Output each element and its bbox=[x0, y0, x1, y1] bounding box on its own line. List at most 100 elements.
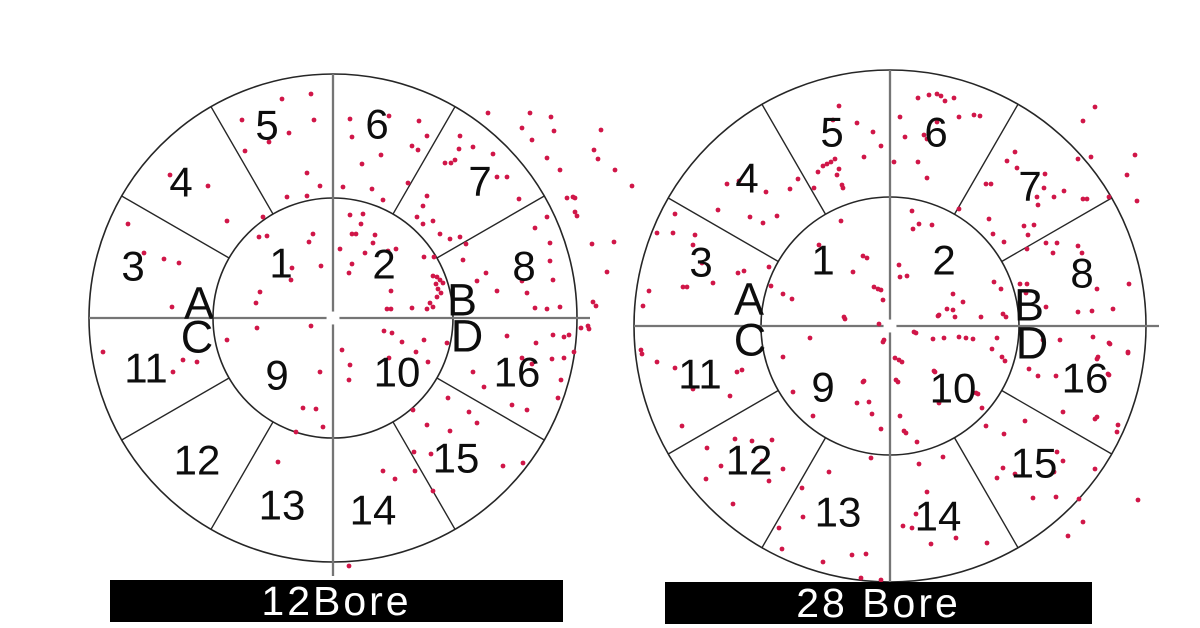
bore28-pellet-dot bbox=[1022, 418, 1028, 424]
bore12-pellet-dot bbox=[460, 257, 466, 263]
bore12-pellet-dot bbox=[378, 152, 384, 158]
bore28-pellet-dot bbox=[942, 98, 948, 104]
bore28-pellet-dot bbox=[1004, 158, 1010, 164]
bore28-pellet-dot bbox=[891, 159, 897, 165]
bore28-pellet-dot bbox=[1030, 495, 1036, 501]
bore12-pellet-dot bbox=[416, 118, 422, 124]
bore12-pellet-dot bbox=[254, 325, 260, 331]
bore28-pellet-dot bbox=[913, 511, 919, 517]
bore28-pellet-dot bbox=[990, 231, 996, 237]
bore12-pellet-dot bbox=[442, 160, 448, 166]
bore12-pellet-dot bbox=[370, 240, 376, 246]
bore28-pellet-dot bbox=[718, 463, 724, 469]
bore28-pellet-dot bbox=[1051, 469, 1057, 475]
bore28-pellet-dot bbox=[749, 438, 755, 444]
bore28-pellet-dot bbox=[1110, 306, 1116, 312]
bore12-pellet-dot bbox=[424, 193, 430, 199]
bore28-pellet-dot bbox=[1054, 240, 1060, 246]
bore12-pellet-dot bbox=[386, 355, 392, 361]
bore12-pellet-dot bbox=[430, 304, 436, 310]
bore28-pellet-dot bbox=[1041, 185, 1047, 191]
bore28-pellet-dot bbox=[824, 161, 830, 167]
bore12-pellet-dot bbox=[558, 377, 564, 383]
bore28-pellet-dot bbox=[896, 262, 902, 268]
bore28-pellet-dot bbox=[730, 501, 736, 507]
bore12-pellet-dot bbox=[180, 357, 186, 363]
bore12-pellet-dot bbox=[411, 449, 417, 455]
bore28-pellet-dot bbox=[1075, 156, 1081, 162]
bore12-pellet-dot bbox=[427, 300, 433, 306]
bore12-pellet-dot bbox=[346, 377, 352, 383]
bore12-pellet-dot bbox=[372, 232, 378, 238]
bore28-pellet-dot bbox=[880, 339, 886, 345]
bore12-pellet-dot bbox=[444, 340, 450, 346]
bore28-pellet-dot bbox=[1003, 314, 1009, 320]
bore12-sector-divider-line bbox=[392, 106, 456, 215]
bore28-pellet-dot bbox=[899, 359, 905, 365]
bore28-pellet-dot bbox=[860, 379, 866, 385]
bore12-zone-label-14: 14 bbox=[350, 487, 397, 534]
bore12-zone-label-10: 10 bbox=[374, 349, 421, 396]
bore12-pellet-dot bbox=[424, 133, 430, 139]
bore12-sector-divider-line bbox=[436, 377, 545, 441]
bore28-pellet-dot bbox=[970, 336, 976, 342]
bore28-pellet-dot bbox=[703, 476, 709, 482]
bore12-pellet-dot bbox=[481, 384, 487, 390]
bore12-pellet-dot bbox=[555, 395, 561, 401]
bore12-pellet-dot bbox=[169, 304, 175, 310]
bore12-pellet-dot bbox=[547, 258, 553, 264]
bore28-pellet-dot bbox=[870, 129, 876, 135]
bore28-pellet-dot bbox=[1090, 334, 1096, 340]
bore28-pellet-dot bbox=[1000, 311, 1006, 317]
bore12-pellet-dot bbox=[339, 347, 345, 353]
bore12-pellet-dot bbox=[359, 161, 365, 167]
bore12-pellet-dot bbox=[431, 254, 437, 260]
bore12-pellet-dot bbox=[320, 424, 326, 430]
bore12-pellet-dot bbox=[435, 286, 441, 292]
bore28-pellet-dot bbox=[1025, 232, 1031, 238]
bore12-pellet-dot bbox=[170, 369, 176, 375]
bore28-zone-label-14: 14 bbox=[915, 493, 962, 540]
bore12-pellet-dot bbox=[346, 563, 352, 569]
bore28-pellet-dot bbox=[1034, 194, 1040, 200]
bore28-pellet-dot bbox=[768, 283, 774, 289]
bore28-zone-label-15: 15 bbox=[1011, 440, 1058, 487]
bore12-zone-label-11: 11 bbox=[124, 345, 168, 392]
bore28-pellet-dot bbox=[710, 280, 716, 286]
bore28-pellet-dot bbox=[639, 351, 645, 357]
bore12-pellet-dot bbox=[161, 256, 167, 262]
bore28-center-gap bbox=[883, 319, 897, 333]
bore28-pellet-dot bbox=[741, 268, 747, 274]
bore12-pellet-dot bbox=[547, 240, 553, 246]
bore12-sector-divider-line bbox=[210, 421, 274, 530]
bore12-pellet-dot bbox=[253, 300, 259, 306]
bore28-pellet-dot bbox=[780, 466, 786, 472]
bore12-pellet-dot bbox=[420, 203, 426, 209]
bore12-pellet-dot bbox=[504, 174, 510, 180]
bore28-pellet-dot bbox=[1053, 494, 1059, 500]
bore28-pellet-dot bbox=[1001, 431, 1007, 437]
bore28-pellet-dot bbox=[815, 169, 821, 175]
bore28-pellet-dot bbox=[876, 321, 882, 327]
bore28-ref-letter-D: D bbox=[1016, 318, 1049, 369]
bore28-pellet-dot bbox=[866, 399, 872, 405]
bore12-pellet-dot bbox=[349, 261, 355, 267]
bore28-pellet-dot bbox=[956, 114, 962, 120]
bore12-pellet-dot bbox=[524, 407, 530, 413]
bore28-pellet-dot bbox=[842, 316, 848, 322]
bore12-pellet-dot bbox=[304, 193, 310, 199]
bore28-pellet-dot bbox=[810, 413, 816, 419]
bore28-pellet-dot bbox=[897, 274, 903, 280]
bore12-pellet-dot bbox=[100, 349, 106, 355]
bore12-ref-letter-C: C bbox=[181, 312, 214, 363]
bore12-zone-label-4: 4 bbox=[169, 159, 192, 206]
bore28-pellet-dot bbox=[638, 347, 644, 353]
bore28-pellet-dot bbox=[834, 172, 840, 178]
bore12-pellet-dot bbox=[260, 214, 266, 220]
bore12-pellet-dot bbox=[194, 359, 200, 365]
bore12-pellet-dot bbox=[264, 233, 270, 239]
bore12-pellet-dot bbox=[284, 194, 290, 200]
bore12-ref-letter-A: A bbox=[184, 278, 214, 329]
bore28-pellet-dot bbox=[646, 288, 652, 294]
bore28-pellet-dot bbox=[1135, 497, 1141, 503]
